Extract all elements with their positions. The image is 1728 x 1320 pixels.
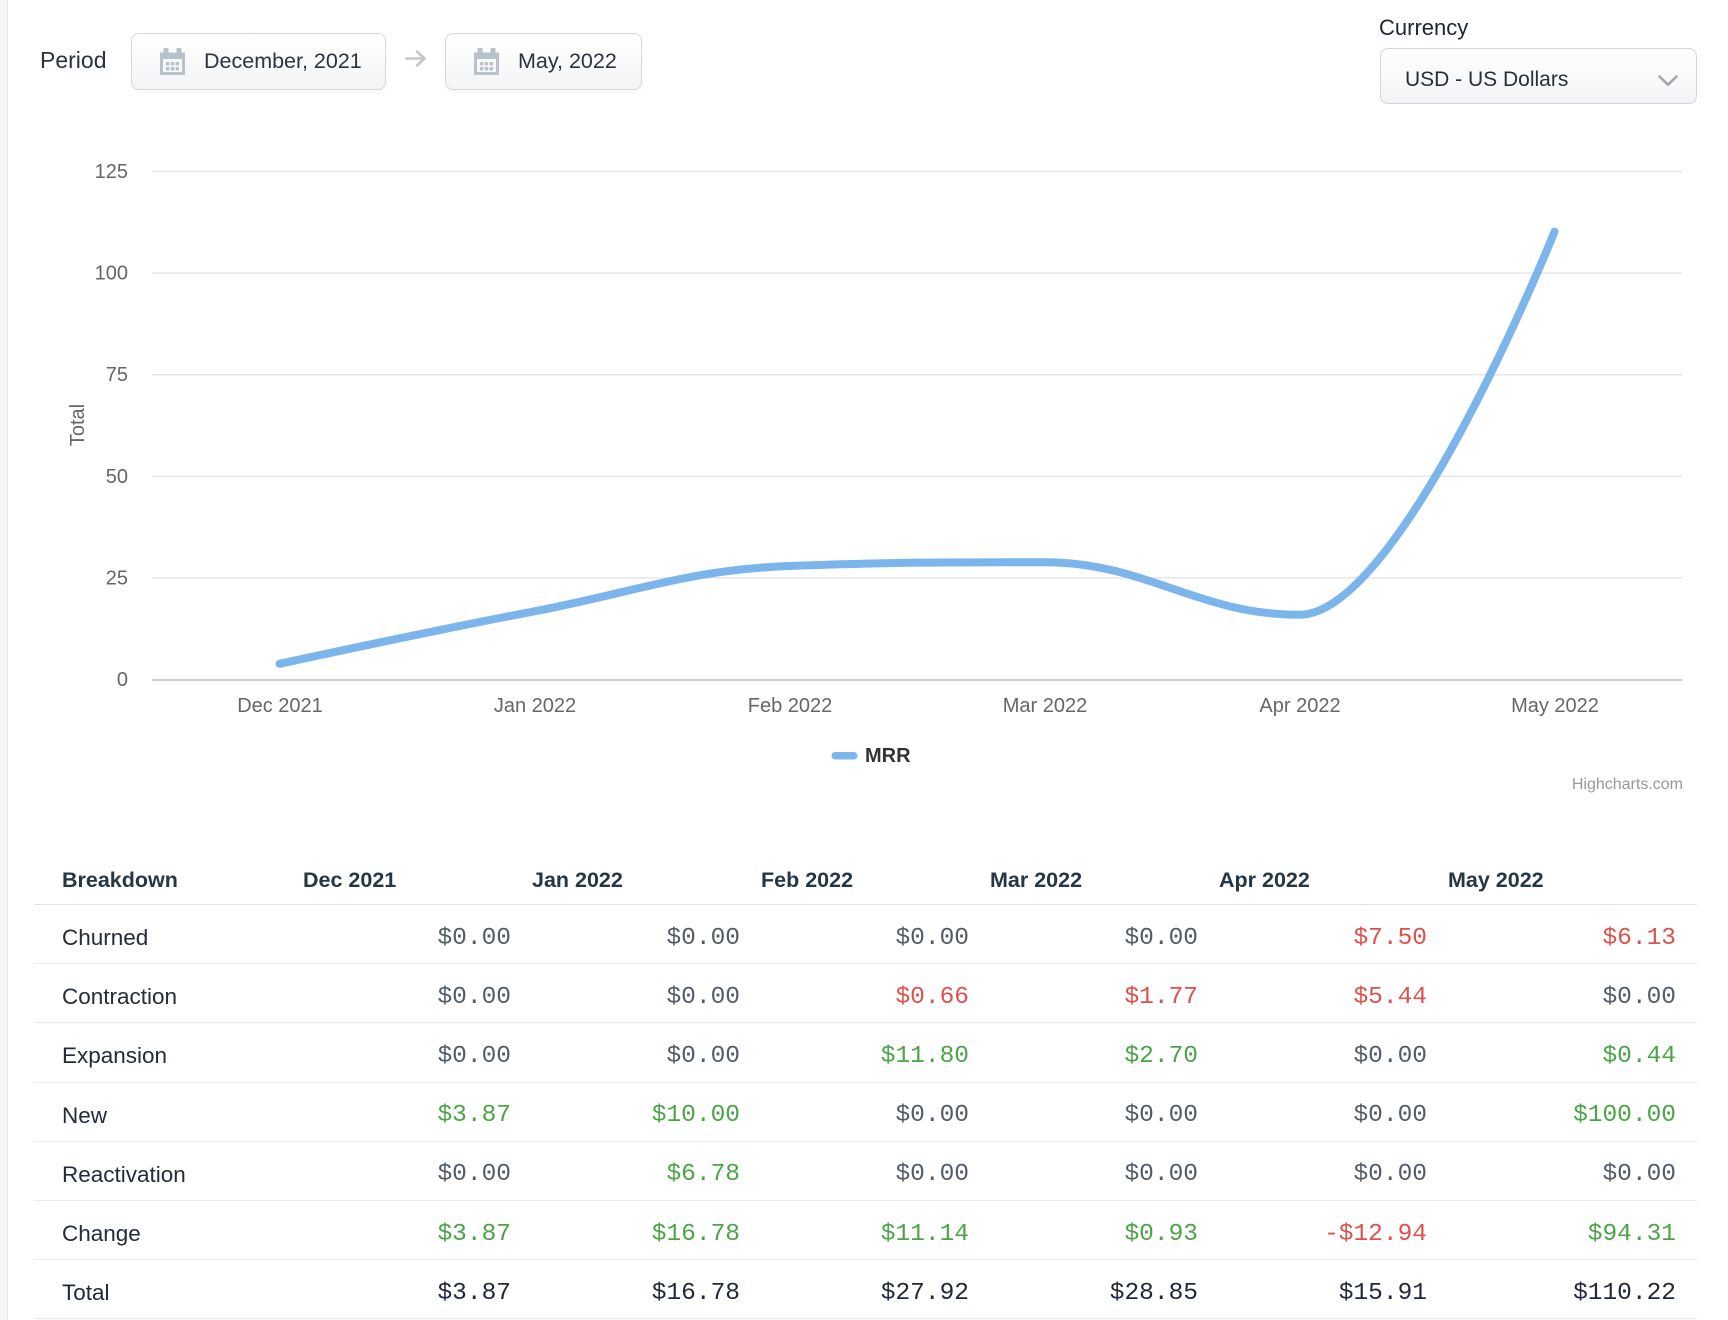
svg-text:Feb 2022: Feb 2022 — [748, 695, 833, 717]
svg-text:May 2022: May 2022 — [1511, 695, 1599, 717]
svg-text:Dec 2021: Dec 2021 — [237, 695, 323, 717]
svg-text:25: 25 — [106, 567, 128, 589]
svg-text:100: 100 — [95, 263, 128, 285]
svg-text:MRR: MRR — [865, 745, 911, 767]
svg-text:Jan 2022: Jan 2022 — [494, 695, 576, 717]
svg-text:125: 125 — [95, 161, 128, 183]
svg-text:Highcharts.com: Highcharts.com — [1572, 776, 1683, 793]
svg-text:75: 75 — [106, 364, 128, 386]
svg-text:Mar 2022: Mar 2022 — [1003, 695, 1088, 717]
svg-text:Apr 2022: Apr 2022 — [1259, 695, 1340, 717]
svg-text:0: 0 — [117, 669, 128, 691]
svg-text:50: 50 — [106, 466, 128, 488]
svg-text:Total: Total — [67, 404, 89, 446]
